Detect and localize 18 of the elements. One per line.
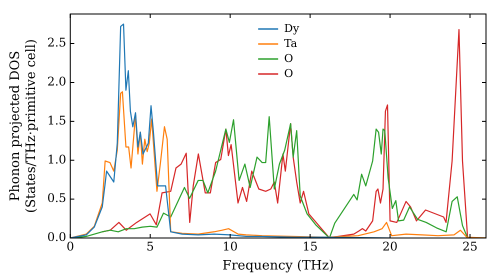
legend-label: O: [284, 52, 294, 65]
x-tick-label: 5: [146, 239, 154, 254]
y-axis-title: Phonon projected DOS (States/THz·primitive cell): [8, 38, 39, 214]
x-tick-label: 0: [66, 239, 74, 254]
legend-label: O: [284, 66, 294, 80]
y-tick-label: 0.0: [47, 230, 66, 244]
y-tick-label: 0.5: [47, 191, 66, 206]
legend-label: Ta: [284, 36, 298, 50]
y-tick-label: 2.0: [47, 74, 66, 89]
x-tick-label: 25: [462, 239, 478, 254]
x-tick-label: 20: [382, 239, 398, 254]
y-tick-label: 1.0: [47, 152, 66, 166]
y-tick-label: 1.5: [47, 113, 66, 128]
x-axis-title: Frequency (THz): [222, 258, 334, 274]
legend-label: Dy: [284, 22, 300, 35]
x-tick-label: 15: [302, 239, 318, 254]
y-tick-label: 2.5: [47, 36, 66, 50]
x-tick-label: 10: [222, 239, 238, 254]
